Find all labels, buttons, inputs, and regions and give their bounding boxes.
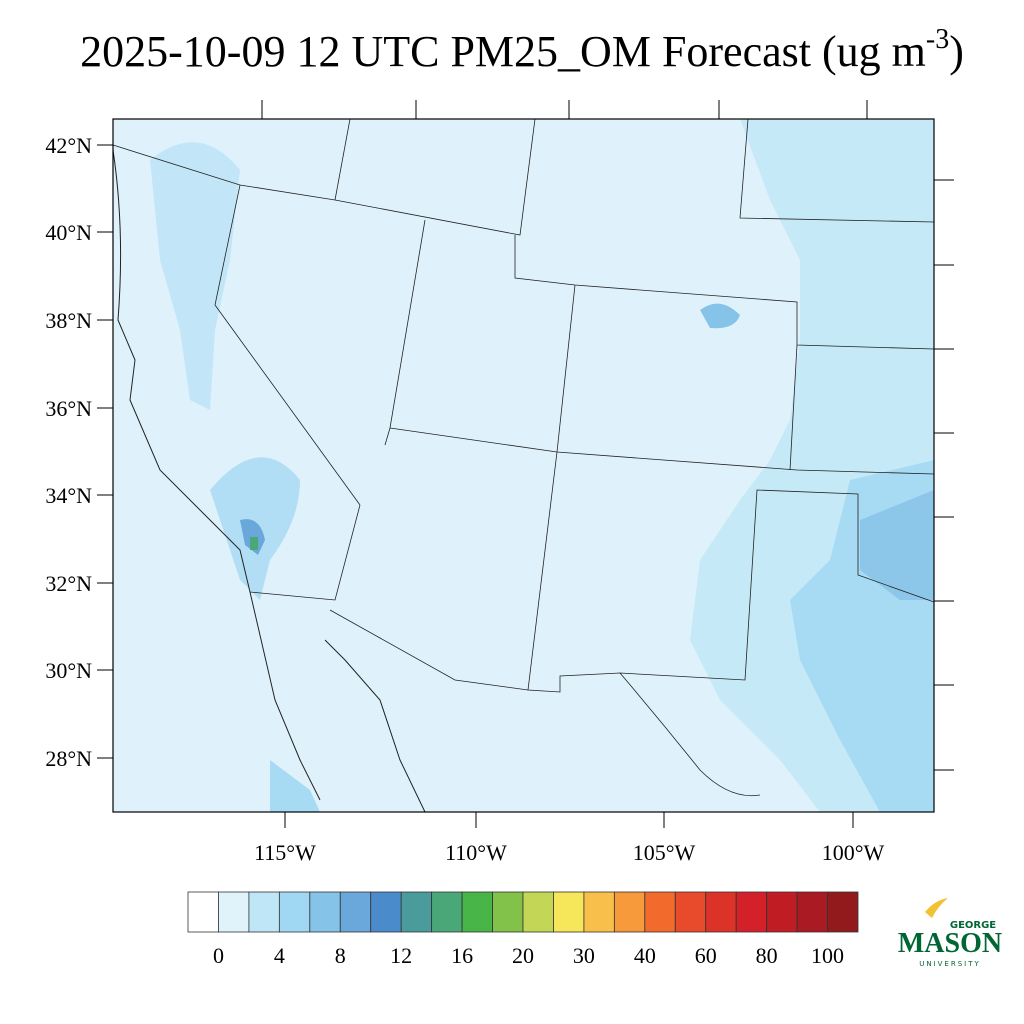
lat-label: 36°N — [45, 396, 92, 421]
title-main: 2025-10-09 12 UTC PM25_OM Forecast (ug m — [80, 27, 926, 76]
colorbar-swatch — [644, 891, 676, 933]
lat-label: 32°N — [45, 571, 92, 596]
lon-label: 110°W — [445, 840, 507, 865]
colorbar-label: 4 — [274, 943, 285, 968]
lon-label: 105°W — [633, 840, 696, 865]
colorbar-swatch — [248, 891, 280, 933]
colorbar-swatch — [735, 891, 768, 933]
colorbar-label: 100 — [811, 943, 844, 968]
colorbar-swatch — [492, 891, 524, 933]
colorbar-label: 16 — [451, 943, 473, 968]
colorbar-label: 30 — [573, 943, 595, 968]
logo-bottom: UNIVERSITY — [919, 960, 981, 968]
colorbar-label: 40 — [634, 943, 656, 968]
colorbar-swatch — [187, 891, 219, 933]
colorbar-label: 60 — [695, 943, 717, 968]
colorbar-swatch — [827, 891, 859, 933]
logo-swoosh — [925, 898, 948, 918]
boundaries — [112, 118, 935, 797]
lat-label: 28°N — [45, 746, 92, 771]
colorbar-swatch — [766, 891, 798, 933]
colorbar-swatch — [461, 891, 493, 933]
colorbar-label: 20 — [512, 943, 534, 968]
haze-peak — [250, 537, 258, 550]
title-superscript: -3 — [926, 24, 949, 55]
colorbar-swatch — [583, 891, 615, 933]
title-close: ) — [949, 27, 964, 76]
colorbar-label: 12 — [390, 943, 412, 968]
colorbar-swatch — [613, 891, 646, 933]
lon-label: 115°W — [254, 840, 316, 865]
colorbar-swatch — [218, 891, 250, 933]
lon-label: 100°W — [822, 840, 885, 865]
lat-label: 42°N — [45, 133, 92, 158]
colorbar-swatch — [370, 891, 402, 933]
colorbar-swatch — [796, 891, 828, 933]
colorbar-swatch — [339, 891, 372, 933]
lat-label: 38°N — [45, 308, 92, 333]
coastline — [112, 149, 321, 801]
lat-label: 34°N — [45, 483, 92, 508]
colorbar-label: 0 — [213, 943, 224, 968]
logo-top: GEORGE — [950, 920, 996, 931]
colorbar-swatch — [431, 891, 463, 933]
haze-texas — [860, 490, 934, 600]
axes: 42°N 40°N 38°N 36°N 34°N 32°N 30°N 28°N 115°W 110… — [45, 100, 954, 865]
colorbar-swatch — [400, 891, 433, 933]
haze-baja — [270, 760, 320, 812]
title: 2025-10-09 12 UTC PM25_OM Forecast (ug m… — [80, 24, 964, 76]
colorbar-swatch — [309, 891, 341, 933]
logo-main: MASON — [898, 928, 1002, 959]
colorbar-swatch — [553, 891, 585, 933]
map-frame — [112, 118, 935, 813]
gulf-coast — [324, 639, 426, 813]
lat-label: 30°N — [45, 658, 92, 683]
colorbar-swatch — [705, 891, 737, 933]
haze-colorado — [700, 303, 740, 329]
colorbar-label: 8 — [335, 943, 346, 968]
colorbar-swatch — [674, 891, 707, 933]
colorbar-label: 80 — [756, 943, 778, 968]
colorbar-swatch — [278, 891, 311, 933]
colorbar-swatch — [522, 891, 554, 933]
haze-sierra — [150, 142, 240, 410]
logo: GEORGE MASON UNIVERSITY — [898, 898, 1002, 968]
map — [112, 118, 935, 813]
lat-label: 40°N — [45, 220, 92, 245]
colorbar: 0 4 8 12 16 20 30 40 60 80 100 — [187, 891, 859, 968]
